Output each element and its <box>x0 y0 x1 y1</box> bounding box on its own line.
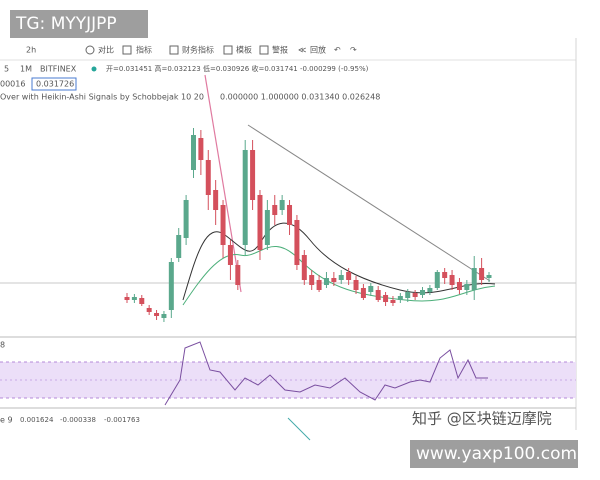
status-dot <box>91 66 97 72</box>
indicator-line <box>287 417 311 441</box>
toolbar-button[interactable]: 指标 <box>136 45 152 55</box>
candle-body <box>168 262 174 310</box>
candle-body <box>272 205 278 215</box>
icon: ↷ <box>350 46 357 55</box>
bottom-indicator-value: -0.000338 <box>60 416 96 424</box>
candle-body <box>213 190 219 210</box>
candle-body <box>449 275 455 285</box>
candle-body <box>235 265 241 285</box>
symbol: 5 <box>4 65 9 74</box>
candle-body <box>405 292 411 298</box>
candle-body <box>383 295 389 302</box>
candle-body <box>242 150 248 245</box>
price-tag-box <box>31 77 77 91</box>
candle-body <box>176 235 182 258</box>
icon <box>259 45 269 55</box>
candle-body <box>154 313 160 316</box>
candle-body <box>161 314 167 318</box>
icon <box>85 45 95 55</box>
watermark: TG: MYYJJPP <box>10 10 148 38</box>
candle-body <box>146 308 152 312</box>
toolbar-button[interactable]: 模板 <box>236 45 252 55</box>
candle-body <box>124 297 130 300</box>
candle-body <box>486 275 492 278</box>
candle-body <box>139 298 145 304</box>
candle-body <box>250 150 256 200</box>
candle-body <box>375 290 381 300</box>
candle-body <box>420 290 426 295</box>
candle-body <box>331 278 337 282</box>
candle-body <box>183 200 189 238</box>
candle-body <box>220 205 226 245</box>
candle-body <box>198 138 204 160</box>
interval-button[interactable]: 2h <box>26 46 36 55</box>
candle-body <box>309 275 315 285</box>
candle-body <box>323 278 329 285</box>
candle-body <box>227 245 233 265</box>
indicator-name: Over with Heikin-Ashi Signals by Schobbe… <box>0 93 204 102</box>
watermark: 知乎 @区块链迈摩院 <box>412 410 552 428</box>
candle-body <box>205 160 211 195</box>
indicator-values: 0.000000 1.000000 0.031340 0.026248 <box>220 93 380 102</box>
candle-body <box>353 280 359 290</box>
candle-body <box>390 300 396 303</box>
candle-body <box>434 272 440 288</box>
exchange: BITFINEX <box>40 65 77 74</box>
candle-body <box>360 288 366 298</box>
toolbar-button[interactable]: 财务指标 <box>182 45 214 55</box>
bottom-indicator-value: 0.001624 <box>20 416 54 424</box>
icon: ↶ <box>333 46 341 55</box>
icon <box>169 45 179 55</box>
toolbar-button[interactable]: 对比 <box>98 45 114 55</box>
interval: 1M <box>20 65 32 74</box>
candle-body <box>257 195 263 250</box>
candle-body <box>456 282 462 290</box>
pane-label: 8 <box>0 341 5 350</box>
candle-body <box>316 280 322 290</box>
icon: ≪ <box>298 46 306 55</box>
candle-body <box>471 268 477 290</box>
icon <box>122 45 132 55</box>
toolbar-button[interactable]: 回放 <box>310 45 326 55</box>
candle-body <box>190 135 196 170</box>
candle-body <box>442 272 448 278</box>
row-label: 00016 <box>0 80 25 89</box>
candle-body <box>346 272 352 280</box>
candle-body <box>338 275 344 280</box>
trendline <box>247 124 491 282</box>
icon <box>223 45 233 55</box>
candle-body <box>427 288 433 292</box>
price-tag: 0.031726 <box>36 80 74 89</box>
candle-body <box>264 210 270 245</box>
candle-body <box>287 205 293 225</box>
candle-body <box>131 297 137 300</box>
candle-body <box>397 296 403 300</box>
candle-body <box>301 255 307 280</box>
oscillator <box>164 341 488 406</box>
candle-body <box>412 293 418 297</box>
toolbar-button[interactable]: 警报 <box>272 45 288 55</box>
ohlc: 开=0.031451 高=0.032123 低=0.030926 收=0.031… <box>106 64 369 73</box>
trendline <box>204 74 242 293</box>
bottom-indicator-value: -0.001763 <box>104 416 140 424</box>
candle-body <box>279 200 285 210</box>
watermark: www.yaxp100.com <box>410 440 578 468</box>
bottom-indicator-label: e 9 <box>0 416 13 425</box>
candle-body <box>464 284 470 290</box>
candle-body <box>368 286 374 292</box>
moving-average <box>182 246 496 306</box>
candle-body <box>479 268 485 280</box>
candle-body <box>294 220 300 265</box>
